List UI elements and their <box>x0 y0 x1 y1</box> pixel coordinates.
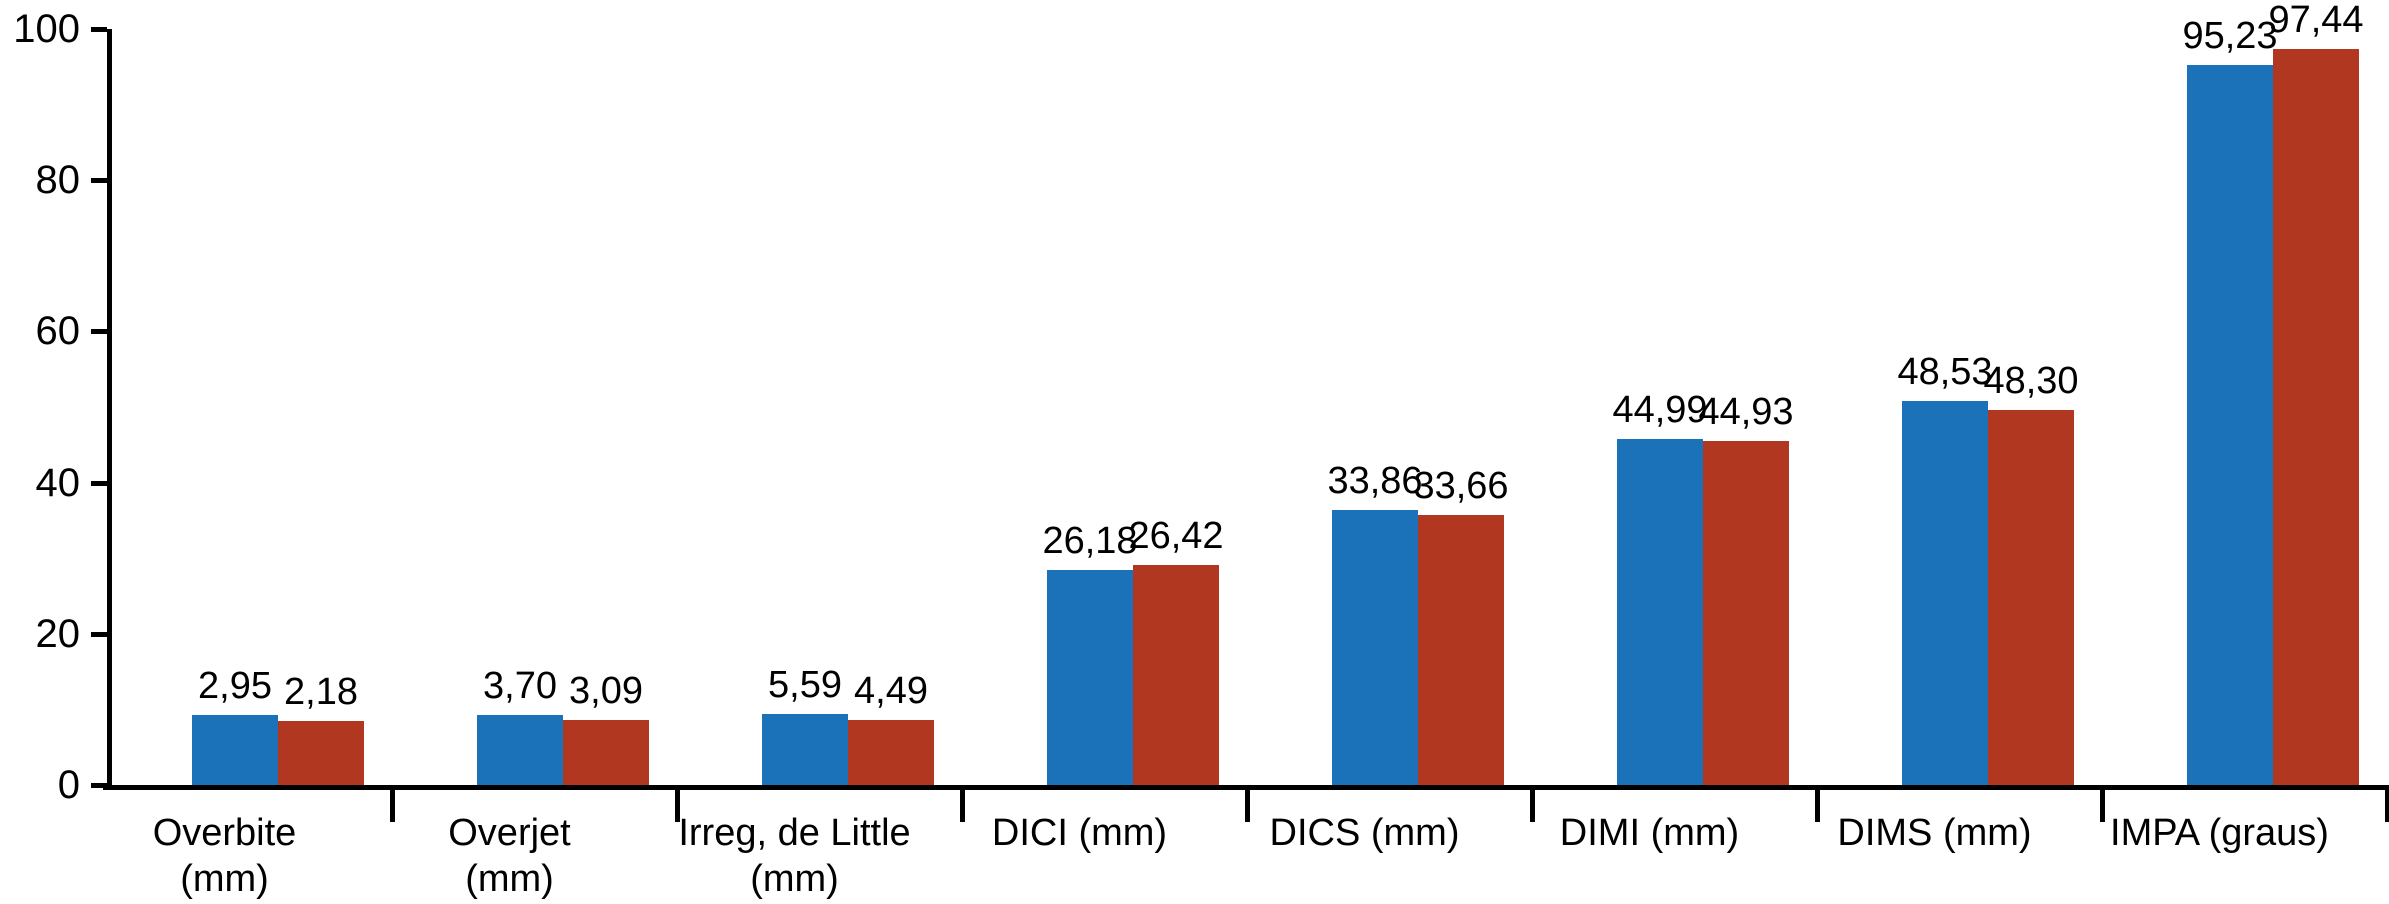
y-axis-tick-label: 40 <box>35 460 81 505</box>
bar-series-red <box>1988 410 2074 785</box>
value-label-series-blue: 3,70 <box>483 664 557 707</box>
x-axis-line <box>103 785 2389 790</box>
bar-series-red <box>1133 565 1219 785</box>
x-axis-tick <box>1815 790 1820 822</box>
y-axis-tick-label: 0 <box>57 763 80 807</box>
value-label-series-blue: 48,53 <box>1897 350 1993 393</box>
value-label-series-red: 26,42 <box>1128 515 1224 557</box>
category-label: Overbite (mm) <box>152 812 297 900</box>
value-label-series-red: 44,93 <box>1698 391 1794 434</box>
value-label-series-blue: 33,86 <box>1327 459 1423 502</box>
y-axis-tick <box>91 783 107 788</box>
bar-series-blue <box>192 714 278 785</box>
value-label-series-red: 48,30 <box>1983 360 2079 403</box>
y-axis-tick <box>91 27 107 32</box>
y-axis-tick-label: 60 <box>35 309 81 354</box>
value-label-series-red: 33,66 <box>1413 465 1509 508</box>
bar-series-red <box>563 719 649 785</box>
x-axis-tick <box>960 790 965 822</box>
bar-series-blue <box>1902 400 1988 785</box>
y-axis-tick-label: 100 <box>13 7 80 51</box>
bar-series-red <box>2273 48 2359 785</box>
category-label: DICI (mm) <box>991 812 1168 854</box>
bar-series-blue <box>477 714 563 785</box>
bar-series-red <box>278 720 364 785</box>
x-axis-tick <box>1530 790 1535 822</box>
y-axis-tick-label: 80 <box>35 158 81 203</box>
y-axis-tick <box>91 631 107 637</box>
value-label-series-red: 3,09 <box>569 669 643 712</box>
y-axis-line <box>107 29 112 790</box>
category-label: Irreg, de Little (mm) <box>678 812 911 900</box>
y-axis-tick <box>91 178 107 184</box>
category-label: Overjet (mm) <box>448 812 571 900</box>
bar-series-red <box>1703 441 1789 785</box>
bar-series-blue <box>1617 438 1703 785</box>
y-axis-tick <box>91 329 107 335</box>
value-label-series-red: 97,44 <box>2268 0 2364 41</box>
bar-series-blue <box>762 713 848 785</box>
y-axis-tick-label: 20 <box>35 611 81 656</box>
category-label: IMPA (graus) <box>2110 812 2329 854</box>
bar-series-blue <box>1047 570 1133 785</box>
value-label-series-blue: 2,95 <box>198 664 272 707</box>
value-label-series-blue: 5,59 <box>768 663 842 706</box>
value-label-series-blue: 26,18 <box>1042 520 1138 563</box>
category-label: DIMI (mm) <box>1559 812 1740 854</box>
x-axis-tick <box>1245 790 1250 822</box>
value-label-series-blue: 44,99 <box>1612 388 1708 431</box>
value-label-series-red: 4,49 <box>854 669 928 712</box>
bar-series-red <box>1418 515 1504 785</box>
x-axis-tick <box>675 790 680 822</box>
x-axis-tick <box>2385 790 2389 822</box>
value-label-series-red: 2,18 <box>284 670 358 713</box>
value-label-series-blue: 95,23 <box>2182 15 2278 58</box>
y-axis-tick <box>91 480 107 486</box>
bar-series-blue <box>2187 65 2273 785</box>
bar-series-red <box>848 719 934 785</box>
category-label: DICS (mm) <box>1269 812 1460 854</box>
category-label: DIMS (mm) <box>1837 812 2032 854</box>
x-axis-tick <box>390 790 395 822</box>
x-axis-tick <box>2100 790 2105 822</box>
bar-series-blue <box>1332 509 1418 785</box>
